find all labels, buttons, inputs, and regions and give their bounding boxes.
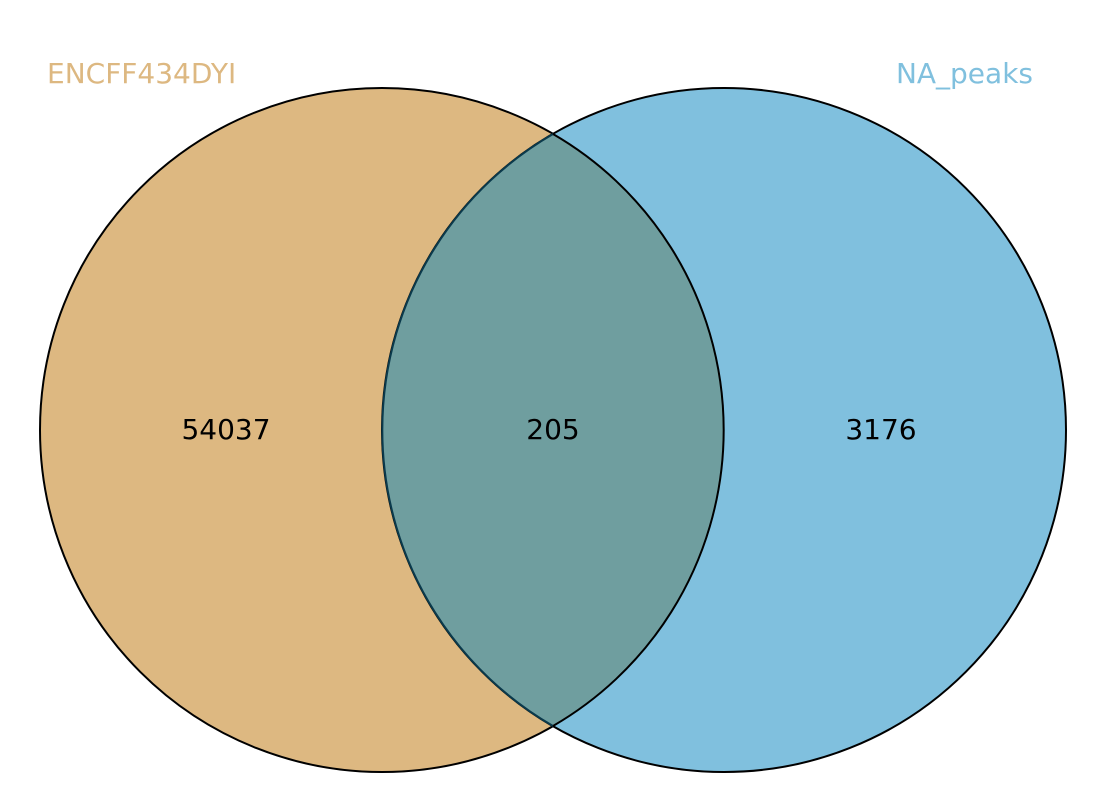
overlap-region [382, 88, 724, 772]
set-b-label: NA_peaks [896, 57, 1033, 90]
overlap-arc-right [552, 133, 725, 727]
only-b-count: 3176 [845, 413, 916, 446]
intersection-count: 205 [526, 413, 579, 446]
set-a-label: ENCFF434DYI [47, 57, 236, 90]
overlap-arc-left [381, 133, 554, 727]
only-a-count: 54037 [181, 413, 270, 446]
